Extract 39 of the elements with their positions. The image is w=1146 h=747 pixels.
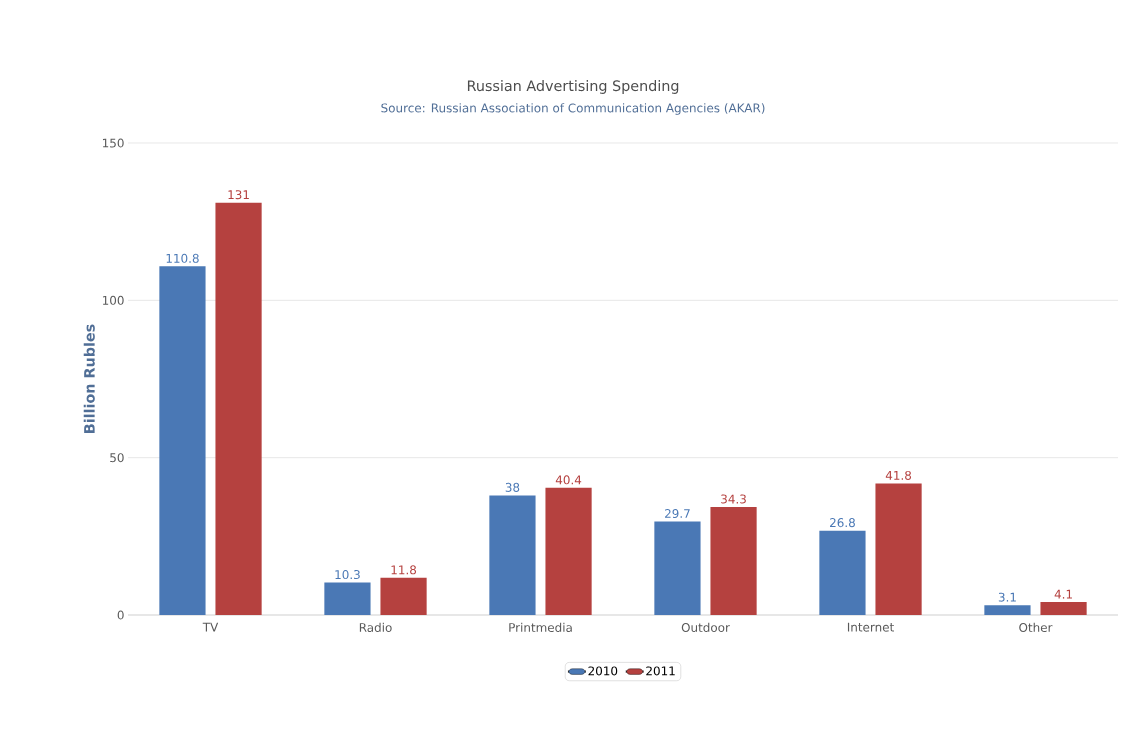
- legend-label: 2011: [646, 666, 675, 676]
- bar: [324, 582, 371, 615]
- data-label: 40.4: [555, 475, 582, 485]
- data-label: 4.1: [1054, 589, 1072, 599]
- data-label: 29.7: [665, 508, 690, 519]
- legend-label: 2010: [588, 666, 618, 676]
- data-label: 10.3: [335, 570, 360, 580]
- bar: [654, 521, 701, 615]
- bar: [984, 605, 1031, 615]
- x-tick-label: Other: [1019, 622, 1053, 633]
- bar: [545, 487, 592, 615]
- bar: [710, 507, 757, 615]
- data-label: 26.8: [830, 518, 855, 528]
- data-label: 3.1: [998, 592, 1016, 602]
- data-label: 110.8: [166, 253, 199, 263]
- data-label: 41.8: [885, 470, 912, 480]
- y-axis-title: Billion Rubles: [83, 324, 95, 433]
- y-tick-label: 0: [117, 610, 124, 620]
- y-tick-label: 100: [102, 295, 124, 305]
- data-label: 131: [228, 190, 249, 200]
- data-label: 34.3: [721, 494, 746, 504]
- bar: [819, 530, 866, 615]
- y-tick-label: 50: [110, 453, 124, 463]
- x-tick-label: TV: [202, 622, 219, 632]
- y-tick-label: 150: [102, 138, 124, 148]
- x-tick-label: Outdoor: [681, 622, 730, 633]
- bar: [875, 483, 922, 615]
- bar: [215, 202, 262, 615]
- data-label: 38: [505, 482, 520, 492]
- bar: [380, 577, 427, 615]
- x-tick-label: Radio: [359, 622, 392, 633]
- bar: [159, 266, 206, 615]
- chart-title: Russian Advertising Spending: [467, 80, 679, 94]
- bar: [489, 495, 536, 615]
- chart-subtitle: Source: Russian Association of Communication Agencies (AKAR): [381, 103, 765, 115]
- x-tick-label: Internet: [847, 622, 894, 632]
- bar: [1040, 602, 1087, 615]
- data-label: 11.8: [391, 565, 417, 575]
- x-tick-label: Printmedia: [509, 622, 572, 633]
